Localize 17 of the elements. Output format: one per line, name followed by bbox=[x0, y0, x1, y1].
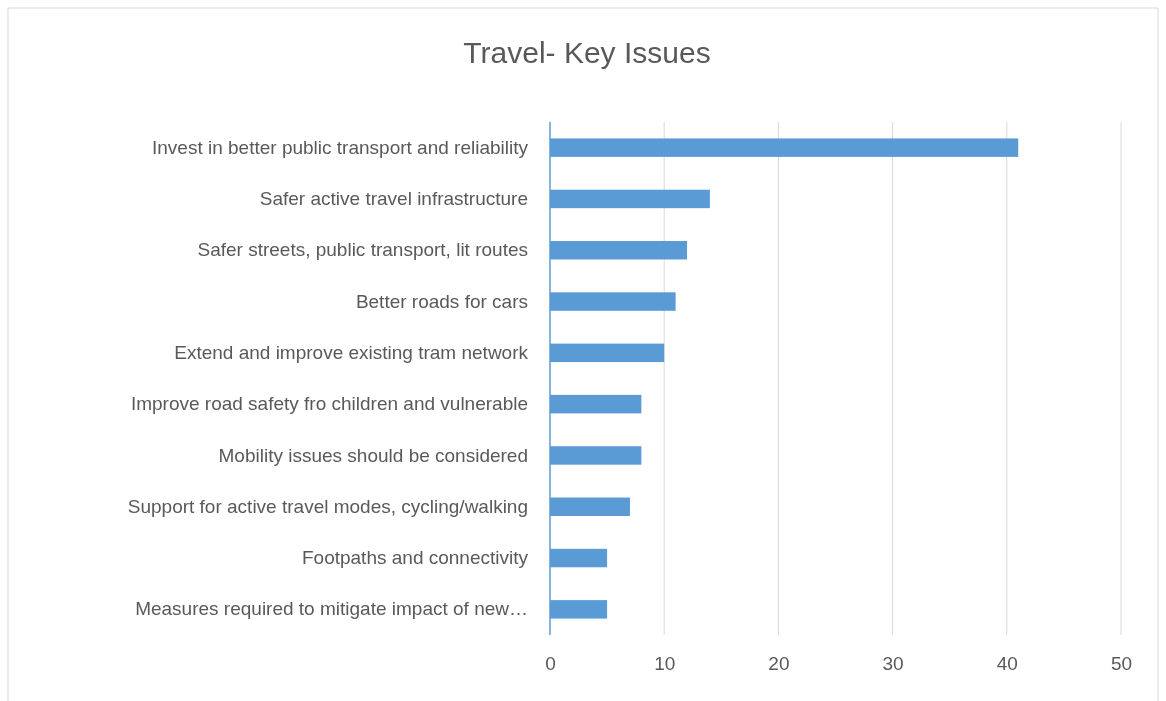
y-tick-label: Footpaths and connectivity bbox=[301, 547, 529, 569]
y-tick-label: Mobility issues should be considered bbox=[218, 444, 528, 466]
y-tick-label: Extend and improve existing tram network bbox=[174, 341, 529, 363]
chart-title: Travel- Key Issues bbox=[463, 36, 711, 69]
x-tick-label: 50 bbox=[1110, 653, 1133, 675]
y-tick-label: Support for active travel modes, cycling/walking bbox=[127, 495, 528, 517]
x-tick-label: 40 bbox=[996, 653, 1018, 675]
x-tick-label: 30 bbox=[882, 653, 904, 675]
y-tick-label: Safer active travel infrastructure bbox=[259, 188, 528, 210]
x-tick-label: 0 bbox=[545, 653, 556, 675]
y-tick-label: Better roads for cars bbox=[355, 290, 528, 312]
y-tick-label: Invest in better public transport and reliability bbox=[152, 136, 529, 158]
x-tick-label: 20 bbox=[768, 653, 790, 675]
y-tick-label: Safer streets, public transport, lit routes bbox=[197, 239, 528, 261]
y-tick-label: Improve road safety fro children and vulnerable bbox=[130, 393, 528, 415]
y-tick-label: Measures required to mitigate impact of new… bbox=[135, 598, 528, 620]
x-tick-label: 10 bbox=[654, 653, 676, 675]
